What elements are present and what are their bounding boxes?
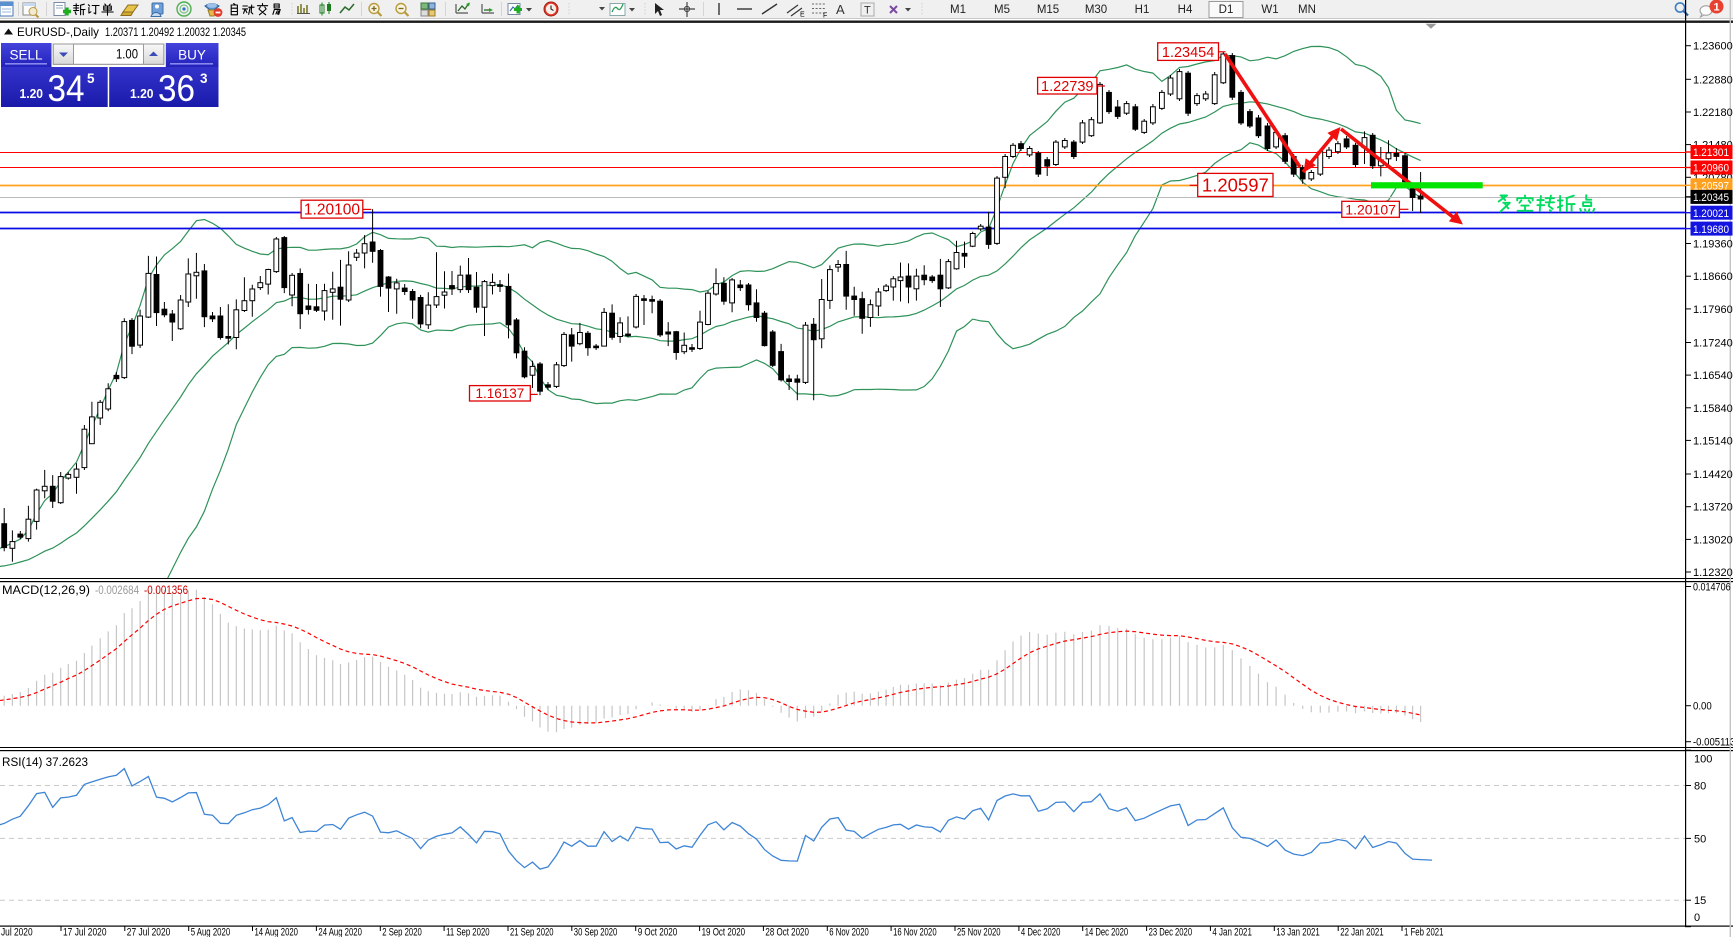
svg-text:1.22180: 1.22180 <box>1693 107 1733 119</box>
svg-text:22 Jan 2021: 22 Jan 2021 <box>1340 927 1384 937</box>
svg-text:E: E <box>800 12 805 19</box>
svg-text:EURUSD-,Daily: EURUSD-,Daily <box>17 25 99 39</box>
svg-text:1.20: 1.20 <box>20 87 44 101</box>
svg-text:SELL: SELL <box>9 48 43 63</box>
svg-text:34: 34 <box>48 67 85 109</box>
svg-text:1: 1 <box>1713 2 1719 14</box>
svg-text:1.17960: 1.17960 <box>1693 304 1733 316</box>
svg-text:H1: H1 <box>1135 4 1150 16</box>
svg-text:1.22739: 1.22739 <box>1041 79 1093 95</box>
svg-text:17 Jul 2020: 17 Jul 2020 <box>63 927 107 937</box>
svg-text:36: 36 <box>158 67 195 109</box>
svg-text:80: 80 <box>1694 781 1706 793</box>
svg-text:1.20: 1.20 <box>130 87 154 101</box>
svg-text:A: A <box>836 2 845 17</box>
svg-text:1.13020: 1.13020 <box>1693 534 1733 546</box>
svg-text:28 Oct 2020: 28 Oct 2020 <box>765 927 809 937</box>
svg-text:1.19680: 1.19680 <box>1693 224 1729 236</box>
svg-text:MN: MN <box>1298 4 1316 16</box>
svg-text:D1: D1 <box>1219 4 1234 16</box>
svg-text:30 Sep 2020: 30 Sep 2020 <box>574 927 618 937</box>
svg-text:Jul 2020: Jul 2020 <box>1 927 33 937</box>
svg-text:1.20597: 1.20597 <box>1202 175 1269 196</box>
svg-text:2 Sep 2020: 2 Sep 2020 <box>382 927 422 937</box>
svg-text:24 Aug 2020: 24 Aug 2020 <box>318 927 362 937</box>
svg-text:1.22880: 1.22880 <box>1693 74 1733 86</box>
svg-text:1.23454: 1.23454 <box>1162 45 1214 61</box>
svg-text:19 Oct 2020: 19 Oct 2020 <box>702 927 746 937</box>
svg-text:RSI(14) 37.2623: RSI(14) 37.2623 <box>2 757 88 769</box>
svg-text:4 Dec 2020: 4 Dec 2020 <box>1021 927 1061 937</box>
svg-text:11 Sep 2020: 11 Sep 2020 <box>446 927 490 937</box>
svg-text:21 Sep 2020: 21 Sep 2020 <box>510 927 554 937</box>
svg-text:F: F <box>823 13 827 20</box>
svg-text:1.19360: 1.19360 <box>1693 239 1733 251</box>
svg-text:5: 5 <box>87 71 95 86</box>
svg-text:27 Jul 2020: 27 Jul 2020 <box>127 927 171 937</box>
svg-text:H4: H4 <box>1178 4 1193 16</box>
svg-text:1.16137: 1.16137 <box>475 386 524 401</box>
svg-text:BUY: BUY <box>178 48 206 63</box>
svg-text:1.20021: 1.20021 <box>1693 208 1729 220</box>
svg-text:50: 50 <box>1694 833 1706 845</box>
svg-text:3: 3 <box>200 71 208 86</box>
svg-text:M5: M5 <box>994 4 1010 16</box>
svg-text:-0.001356: -0.001356 <box>144 585 188 597</box>
svg-text:W1: W1 <box>1261 4 1278 16</box>
svg-text:MACD(12,26,9): MACD(12,26,9) <box>2 585 90 597</box>
svg-text:0.00: 0.00 <box>1693 701 1712 713</box>
svg-text:1.20960: 1.20960 <box>1693 163 1729 175</box>
svg-text:1.20107: 1.20107 <box>1345 201 1396 217</box>
svg-text:14 Aug 2020: 14 Aug 2020 <box>255 927 299 937</box>
svg-text:1.17240: 1.17240 <box>1693 338 1733 350</box>
svg-text:1.13720: 1.13720 <box>1693 502 1733 514</box>
svg-text:-0.002684: -0.002684 <box>95 585 140 597</box>
svg-text:1.16540: 1.16540 <box>1693 370 1733 382</box>
svg-text:1.18660: 1.18660 <box>1693 271 1733 283</box>
svg-text:5 Aug 2020: 5 Aug 2020 <box>191 927 231 937</box>
svg-text:25 Nov 2020: 25 Nov 2020 <box>957 927 1001 937</box>
svg-text:-0.005113: -0.005113 <box>1693 737 1733 749</box>
svg-text:23 Dec 2020: 23 Dec 2020 <box>1149 927 1193 937</box>
svg-text:0.014706: 0.014706 <box>1693 582 1731 594</box>
svg-text:1.14420: 1.14420 <box>1693 469 1733 481</box>
svg-text:1.15140: 1.15140 <box>1693 435 1733 447</box>
svg-text:14 Dec 2020: 14 Dec 2020 <box>1085 927 1129 937</box>
svg-text:4 Jan 2021: 4 Jan 2021 <box>1212 927 1252 937</box>
svg-text:1.20100: 1.20100 <box>304 202 360 219</box>
svg-text:M1: M1 <box>950 4 966 16</box>
svg-text:M30: M30 <box>1085 4 1107 16</box>
svg-text:16 Nov 2020: 16 Nov 2020 <box>893 927 937 937</box>
svg-text:T: T <box>864 5 871 17</box>
svg-text:1.00: 1.00 <box>116 47 138 62</box>
svg-text:1.20371 1.20492 1.20032 1.2034: 1.20371 1.20492 1.20032 1.20345 <box>105 25 246 39</box>
svg-text:0: 0 <box>1694 912 1700 924</box>
svg-text:1.12320: 1.12320 <box>1693 567 1733 579</box>
svg-text:15: 15 <box>1694 895 1706 907</box>
svg-text:13 Jan 2021: 13 Jan 2021 <box>1276 927 1320 937</box>
svg-text:M15: M15 <box>1037 4 1059 16</box>
svg-text:1.21301: 1.21301 <box>1693 147 1729 159</box>
svg-text:1.20345: 1.20345 <box>1693 192 1729 204</box>
svg-text:1.23600: 1.23600 <box>1693 41 1733 53</box>
svg-text:9 Oct 2020: 9 Oct 2020 <box>638 927 678 937</box>
svg-text:100: 100 <box>1694 754 1712 766</box>
svg-text:6 Nov 2020: 6 Nov 2020 <box>829 927 869 937</box>
svg-text:1.15840: 1.15840 <box>1693 403 1733 415</box>
svg-text:1.20597: 1.20597 <box>1693 181 1729 193</box>
svg-text:1 Feb 2021: 1 Feb 2021 <box>1404 927 1444 937</box>
